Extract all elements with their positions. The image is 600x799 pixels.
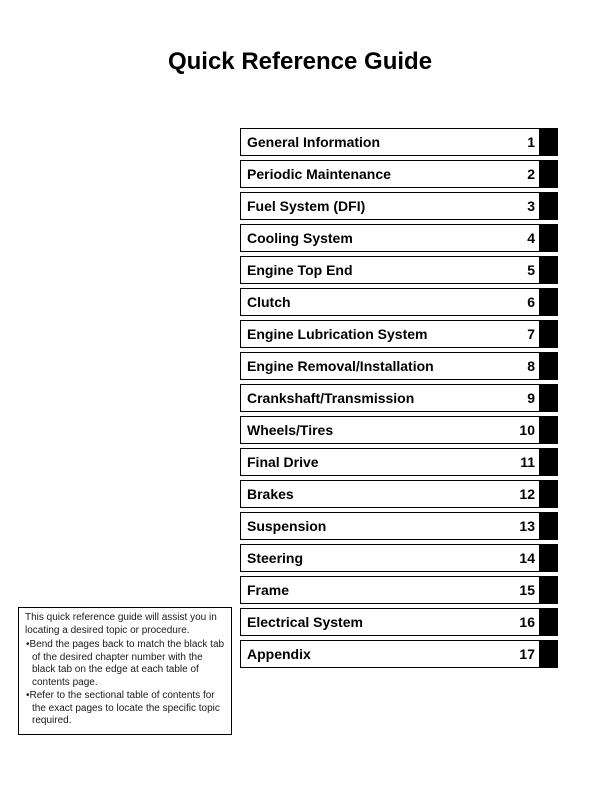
chapter-tab <box>539 161 557 187</box>
chapter-number: 9 <box>507 385 539 411</box>
chapter-number: 5 <box>507 257 539 283</box>
chapter-tab <box>539 257 557 283</box>
chapter-tab <box>539 609 557 635</box>
chapter-row: General Information 1 <box>240 128 558 156</box>
instruction-note-box: This quick reference guide will assist y… <box>18 607 232 735</box>
chapter-label: Steering <box>241 545 507 571</box>
chapter-tab <box>539 481 557 507</box>
chapter-number: 16 <box>507 609 539 635</box>
chapter-tab <box>539 353 557 379</box>
chapter-row: Suspension 13 <box>240 512 558 540</box>
chapter-row: Electrical System 16 <box>240 608 558 636</box>
chapter-row: Cooling System 4 <box>240 224 558 252</box>
chapter-tab <box>539 129 557 155</box>
chapter-number: 11 <box>507 449 539 475</box>
chapter-label: Engine Removal/Installation <box>241 353 507 379</box>
chapter-number: 15 <box>507 577 539 603</box>
chapter-number: 14 <box>507 545 539 571</box>
chapter-row: Final Drive 11 <box>240 448 558 476</box>
chapter-label: Engine Top End <box>241 257 507 283</box>
chapter-row: Steering 14 <box>240 544 558 572</box>
chapter-label: Final Drive <box>241 449 507 475</box>
chapter-label: Cooling System <box>241 225 507 251</box>
chapter-label: Crankshaft/Transmission <box>241 385 507 411</box>
chapter-tab <box>539 193 557 219</box>
chapter-label: Appendix <box>241 641 507 667</box>
note-bullet: •Bend the pages back to match the black … <box>25 639 225 689</box>
chapter-row: Engine Removal/Installation 8 <box>240 352 558 380</box>
chapter-label: Fuel System (DFI) <box>241 193 507 219</box>
chapter-label: Periodic Maintenance <box>241 161 507 187</box>
chapter-number: 4 <box>507 225 539 251</box>
chapter-tab <box>539 577 557 603</box>
chapter-label: Electrical System <box>241 609 507 635</box>
chapter-row: Periodic Maintenance 2 <box>240 160 558 188</box>
chapter-tab <box>539 289 557 315</box>
chapter-label: Engine Lubrication System <box>241 321 507 347</box>
chapter-number: 13 <box>507 513 539 539</box>
chapter-tab <box>539 385 557 411</box>
chapter-tab <box>539 449 557 475</box>
chapter-number: 6 <box>507 289 539 315</box>
chapter-row: Frame 15 <box>240 576 558 604</box>
chapter-label: Brakes <box>241 481 507 507</box>
note-bullet: •Refer to the sectional table of content… <box>25 690 225 728</box>
chapter-row: Crankshaft/Transmission 9 <box>240 384 558 412</box>
chapter-number: 10 <box>507 417 539 443</box>
chapter-number: 17 <box>507 641 539 667</box>
chapter-number: 2 <box>507 161 539 187</box>
chapter-label: Clutch <box>241 289 507 315</box>
chapter-label: Suspension <box>241 513 507 539</box>
chapter-list: General Information 1 Periodic Maintenan… <box>240 128 558 672</box>
chapter-row: Wheels/Tires 10 <box>240 416 558 444</box>
chapter-number: 12 <box>507 481 539 507</box>
chapter-label: Wheels/Tires <box>241 417 507 443</box>
note-intro: This quick reference guide will assist y… <box>25 612 225 637</box>
chapter-row: Clutch 6 <box>240 288 558 316</box>
chapter-number: 1 <box>507 129 539 155</box>
chapter-number: 3 <box>507 193 539 219</box>
chapter-row: Appendix 17 <box>240 640 558 668</box>
chapter-tab <box>539 513 557 539</box>
chapter-label: General Information <box>241 129 507 155</box>
chapter-tab <box>539 417 557 443</box>
chapter-tab <box>539 545 557 571</box>
page-title: Quick Reference Guide <box>0 48 600 76</box>
chapter-row: Engine Top End 5 <box>240 256 558 284</box>
chapter-number: 8 <box>507 353 539 379</box>
chapter-tab <box>539 225 557 251</box>
chapter-tab <box>539 321 557 347</box>
chapter-number: 7 <box>507 321 539 347</box>
chapter-row: Fuel System (DFI) 3 <box>240 192 558 220</box>
chapter-row: Brakes 12 <box>240 480 558 508</box>
chapter-tab <box>539 641 557 667</box>
chapter-label: Frame <box>241 577 507 603</box>
chapter-row: Engine Lubrication System 7 <box>240 320 558 348</box>
